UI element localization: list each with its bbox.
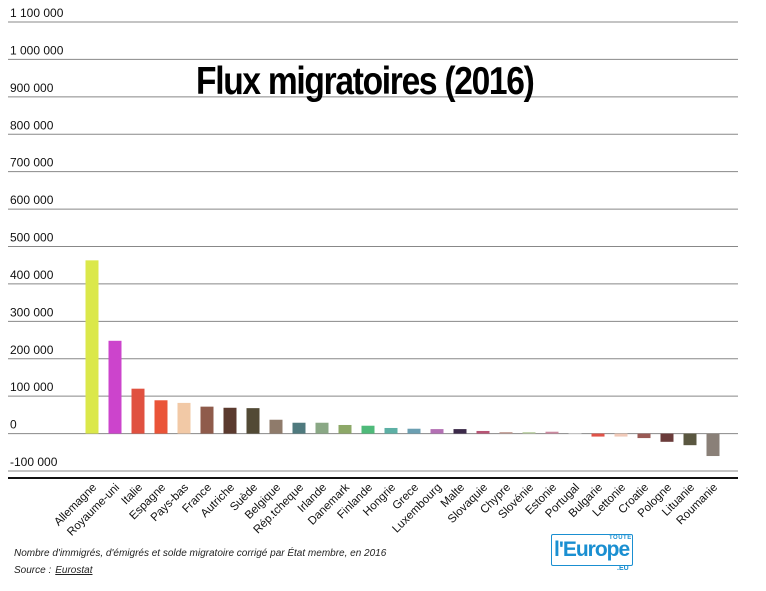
y-tick-label: 0 xyxy=(10,418,17,432)
toute-leurope-logo[interactable]: l'Europe TOUTE .EU xyxy=(551,534,633,572)
y-tick-label: 300 000 xyxy=(10,305,54,319)
y-axis-tick-labels: 1 100 000 1 000 000 900 000 800 000 700 000 6… xyxy=(10,6,64,469)
bar-slovaquie xyxy=(476,430,490,434)
logo-top-text: TOUTE xyxy=(609,535,632,541)
logo-frame xyxy=(551,534,633,566)
logo-main-text: l'Europe xyxy=(554,538,630,561)
bar-belgique xyxy=(269,419,283,434)
y-tick-label: 700 000 xyxy=(10,156,54,170)
bar-autriche xyxy=(223,407,237,434)
source-link[interactable]: Eurostat xyxy=(55,565,93,576)
bar-hongrie xyxy=(384,427,398,434)
bar-royaume-uni xyxy=(108,340,122,434)
chart-source: Source : Eurostat xyxy=(14,565,93,576)
bar-croatie xyxy=(637,433,651,439)
bar-roumanie xyxy=(706,433,720,457)
bar-r-p-tcheque xyxy=(292,422,306,434)
bar-pays-bas xyxy=(177,402,191,434)
y-tick-label: 900 000 xyxy=(10,81,54,95)
y-tick-label: 100 000 xyxy=(10,380,54,394)
bar-su-de xyxy=(246,408,260,434)
y-tick-label: 500 000 xyxy=(10,231,54,245)
bar-estonie xyxy=(545,431,559,434)
bar-pologne xyxy=(660,433,674,442)
x-axis-category-labels: AllemagneRoyaume-uniItalieEspagnePays-ba… xyxy=(52,481,720,538)
bar-finlande xyxy=(361,425,375,434)
source-label: Source : xyxy=(14,565,52,576)
bars xyxy=(85,260,720,457)
bar-slov-nie xyxy=(522,432,536,434)
y-tick-label: 1 100 000 xyxy=(10,6,64,20)
bar-portugal xyxy=(568,433,582,435)
y-tick-label: 1 000 000 xyxy=(10,43,64,57)
gridlines xyxy=(8,21,738,472)
bar-italie xyxy=(131,388,145,434)
bar-lituanie xyxy=(683,433,697,446)
chart-caption: Nombre d'immigrés, d'émigrés et solde mi… xyxy=(14,548,387,559)
bar-france xyxy=(200,406,214,434)
bar-malte xyxy=(453,429,467,434)
bar-danemark xyxy=(338,424,352,434)
bar-espagne xyxy=(154,400,168,434)
bar-luxembourg xyxy=(430,429,444,434)
bar-irlande xyxy=(315,422,329,434)
bar-allemagne xyxy=(85,260,99,434)
bar-chypre xyxy=(499,432,513,434)
logo-suffix-text: .EU xyxy=(617,565,629,572)
bar-bulgarie xyxy=(591,433,605,437)
y-tick-label: 400 000 xyxy=(10,268,54,282)
y-tick-label: 800 000 xyxy=(10,118,54,132)
bar-grece xyxy=(407,428,421,434)
y-tick-label: 200 000 xyxy=(10,343,54,357)
chart-title: Flux migratoires (2016) xyxy=(196,60,535,103)
y-tick-label: 600 000 xyxy=(10,193,54,207)
y-tick-label: -100 000 xyxy=(10,455,58,469)
bar-lettonie xyxy=(614,433,628,437)
